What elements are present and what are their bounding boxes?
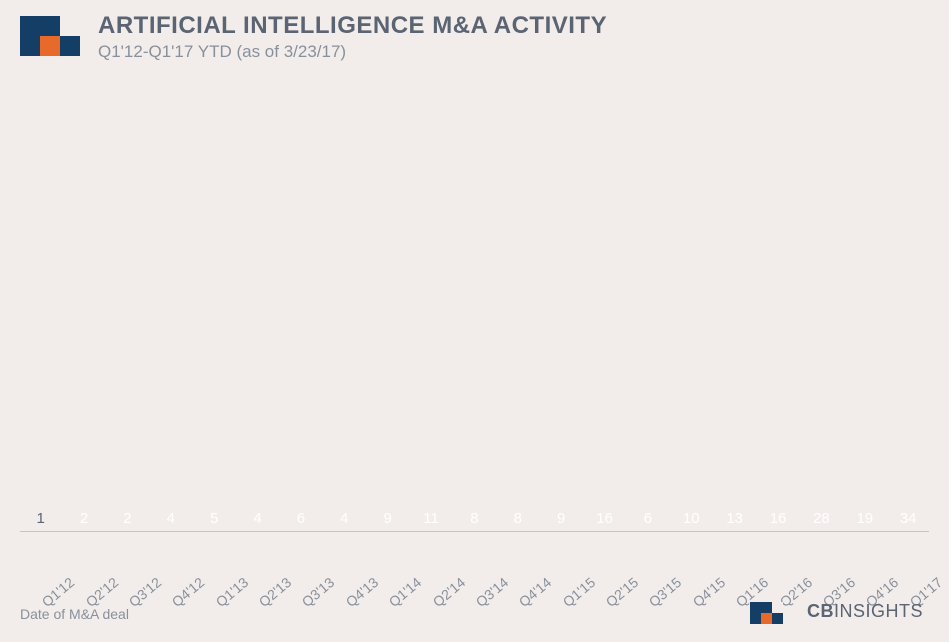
- brand-text: CBINSIGHTS: [807, 601, 923, 622]
- x-axis-title: Date of M&A deal: [20, 606, 129, 622]
- bar-value-label: 10: [673, 510, 710, 527]
- bar-value-label: 16: [586, 510, 623, 527]
- bar-value-label: 2: [65, 510, 102, 527]
- bar-value-label: 8: [499, 510, 536, 527]
- chart-subtitle: Q1'12-Q1'17 YTD (as of 3/23/17): [98, 42, 929, 62]
- chart-header: ARTIFICIAL INTELLIGENCE M&A ACTIVITY Q1'…: [0, 0, 949, 70]
- bar-value-label: 8: [456, 510, 493, 527]
- bar-value-label: 5: [196, 510, 233, 527]
- bar-value-label: 9: [543, 510, 580, 527]
- x-axis-labels: Q1'12Q2'12Q3'12Q4'12Q1'13Q2'13Q3'13Q4'13…: [20, 568, 929, 584]
- bar-value-label: 1: [22, 510, 59, 527]
- bar-value-label: 28: [803, 510, 840, 527]
- bar-value-label: 6: [282, 510, 319, 527]
- bar-value-label: 4: [152, 510, 189, 527]
- bar-value-label: 16: [759, 510, 796, 527]
- bar-value-label: 4: [326, 510, 363, 527]
- bar-value-label: 9: [369, 510, 406, 527]
- bar-value-label: 2: [109, 510, 146, 527]
- bar-value-label: 34: [890, 510, 927, 527]
- bar-value-label: 4: [239, 510, 276, 527]
- bars-container: 12245464911889166101316281934: [20, 100, 929, 532]
- brand-logo-icon: [750, 602, 783, 624]
- chart-plot-area: 12245464911889166101316281934: [20, 100, 929, 532]
- bar-value-label: 6: [629, 510, 666, 527]
- x-tick-label: Q1'12: [22, 568, 59, 584]
- brand-attribution: CBINSIGHTS: [750, 598, 923, 624]
- bar-value-label: 11: [412, 510, 449, 527]
- chart-title: ARTIFICIAL INTELLIGENCE M&A ACTIVITY: [98, 12, 929, 40]
- logo-mark-icon: [20, 16, 80, 56]
- bar-value-label: 19: [846, 510, 883, 527]
- bar-value-label: 13: [716, 510, 753, 527]
